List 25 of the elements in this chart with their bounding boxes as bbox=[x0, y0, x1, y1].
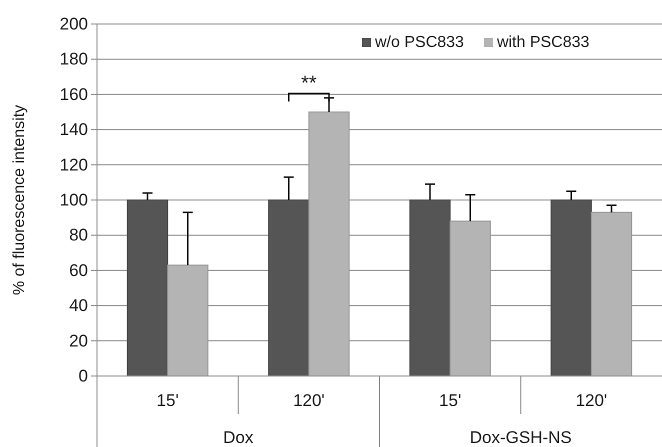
bar bbox=[409, 200, 451, 376]
x-tick-label: 120' bbox=[293, 391, 325, 410]
y-tick-label: 160 bbox=[60, 84, 88, 104]
y-tick-label: 100 bbox=[60, 190, 88, 210]
y-tick-label: 40 bbox=[69, 296, 88, 316]
y-tick-label: 60 bbox=[69, 260, 88, 280]
y-axis-title: % of fluorescence intensity bbox=[11, 104, 28, 296]
legend-label: w/o PSC833 bbox=[374, 34, 464, 51]
x-tick-label: 15' bbox=[156, 391, 179, 410]
y-tick-label: 140 bbox=[60, 120, 88, 140]
y-tick-label: 80 bbox=[69, 226, 88, 245]
bar bbox=[550, 200, 592, 376]
text: Dox-GSH-NS bbox=[470, 428, 572, 447]
y-tick-label: 180 bbox=[60, 50, 88, 69]
y-tick-label: 200 bbox=[60, 14, 88, 34]
text: Dox bbox=[223, 428, 254, 447]
y-tick-label: 120 bbox=[60, 155, 88, 174]
bar bbox=[126, 200, 168, 376]
x-tick-label: 15' bbox=[439, 391, 462, 410]
annotation: ** bbox=[301, 72, 317, 94]
y-tick-label: 0 bbox=[78, 366, 88, 386]
y-tick-label: 20 bbox=[69, 331, 88, 350]
legend-label: with PSC833 bbox=[496, 34, 590, 51]
x-tick-label: 120' bbox=[576, 391, 608, 410]
bar bbox=[268, 200, 310, 376]
